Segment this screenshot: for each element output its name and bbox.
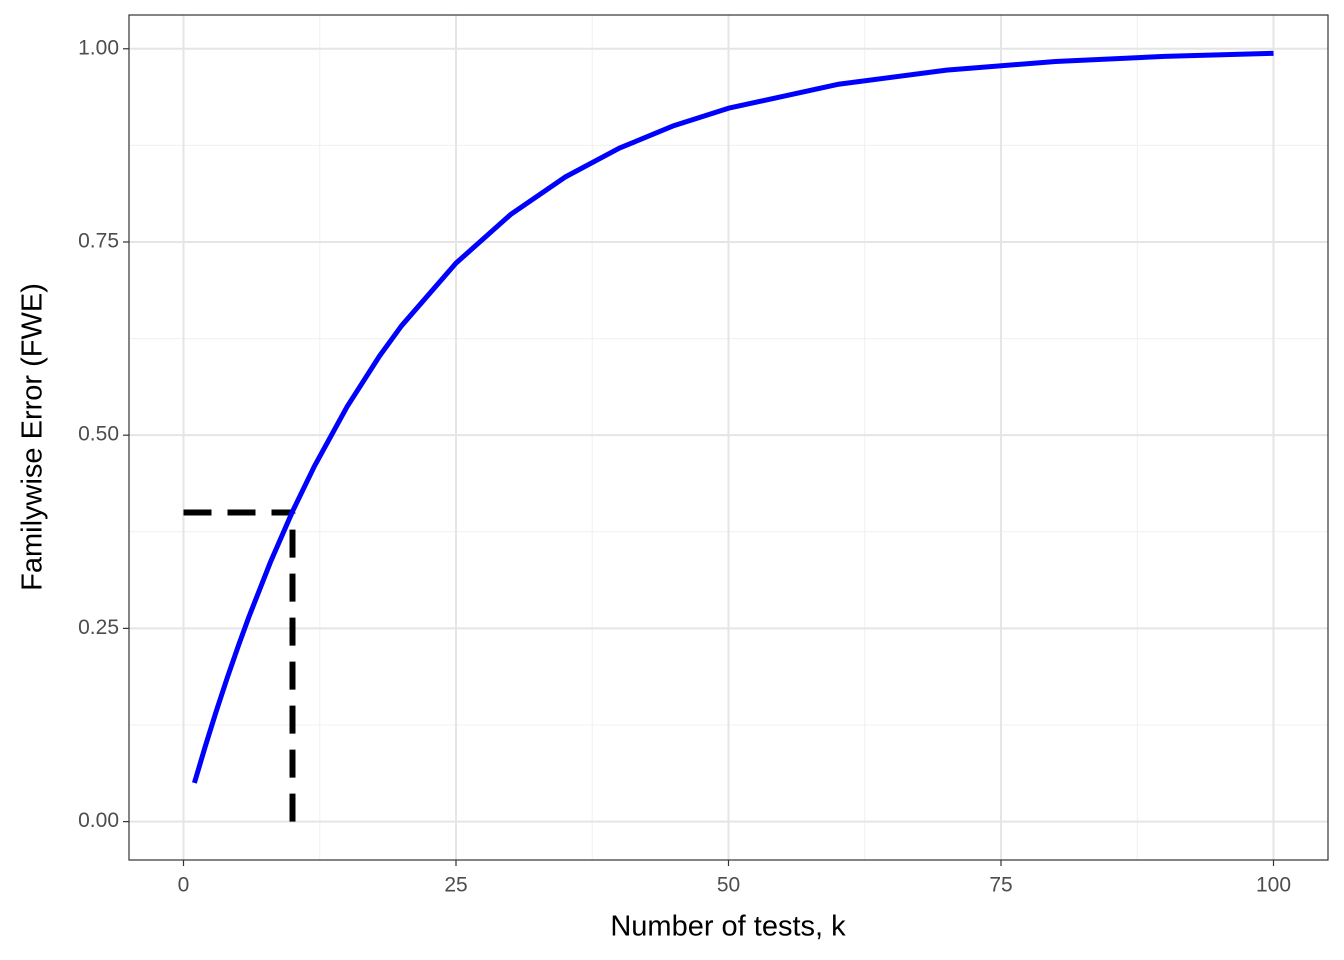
line: [192, 50, 1274, 784]
x-axis-title: Number of tests, k: [610, 911, 846, 943]
x-tick-label: 100: [1256, 874, 1291, 897]
x-tick-label: 0: [178, 874, 190, 897]
x-tick-label: 25: [444, 874, 467, 897]
y-tick-label: 1.00: [78, 36, 119, 59]
y-tick-label: 0.25: [78, 616, 119, 639]
y-tick-label: 0.00: [78, 809, 119, 832]
x-tick-label: 75: [989, 874, 1012, 897]
y-axis-title: Familywise Error (FWE): [17, 283, 49, 591]
y-tick-label: 0.75: [78, 230, 119, 253]
y-tick-label: 0.50: [78, 423, 119, 446]
panel-border: [128, 14, 1329, 861]
x-tick-label: 50: [717, 874, 740, 897]
